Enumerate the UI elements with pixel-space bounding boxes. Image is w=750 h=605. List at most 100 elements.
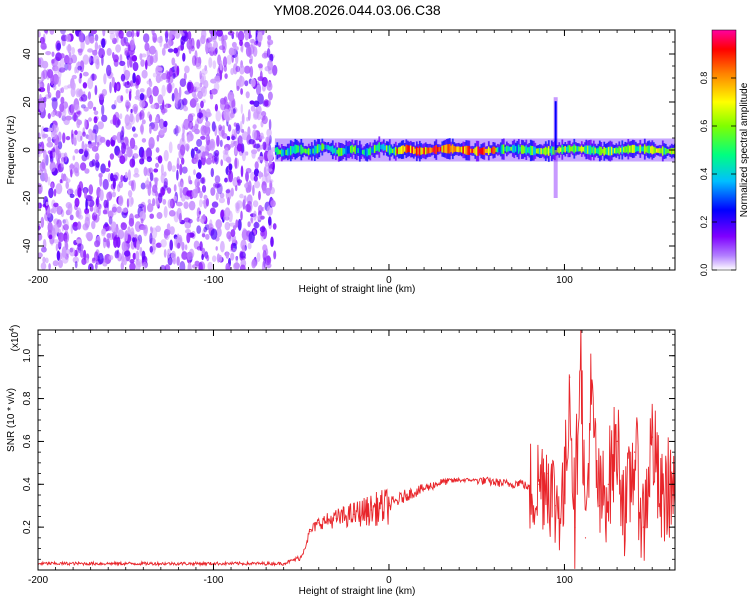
spectrogram-noise-cell [64,176,68,182]
spectrogram-noise-cell [240,88,244,95]
spectrogram-noise-cell [231,135,236,141]
signal-band-core [525,145,528,155]
spectrogram-noise-cell [42,239,47,250]
spectrogram-noise-cell [163,206,168,218]
signal-band-core [589,145,592,155]
spectrogram-noise-cell [38,87,46,93]
snr-x-label: Height of straight line (km) [299,586,416,597]
spectrogram-noise-cell [219,192,225,199]
spectrogram-noise-cell [240,120,243,133]
signal-band-core [567,145,570,153]
spectrogram-noise-cell [253,100,260,108]
spectrogram-noise-cell [272,223,277,230]
spectrogram-noise-cell [82,131,86,137]
signal-band-core [345,146,348,155]
spectrogram-noise-cell [166,223,171,231]
spectrogram-noise-cell [171,57,176,66]
spectrogram-noise-cell [186,190,193,197]
signal-band-core [486,148,489,153]
spectrogram-noise-cell [94,251,99,261]
signal-band-core [603,146,606,156]
spectrogram-noise-cell [104,255,107,261]
signal-band-core [396,148,399,154]
snr-y-scale: (x104) [9,325,21,352]
spectrogram-noise-cell [234,147,237,155]
signal-band-core [408,145,411,153]
spectrogram-noise-cell [183,118,190,130]
spectrogram-noise-cell [183,106,189,112]
spectrogram-noise-cell [233,122,237,127]
spectrogram-noise-cell [152,72,157,78]
spectrogram-noise-cell [248,139,255,145]
spectrogram-noise-cell [102,209,108,215]
spectrogram-noise-cell [113,59,119,67]
spectrogram-noise-cell [205,157,213,165]
spectrogram-noise-cell [181,98,188,106]
signal-band-core [288,147,291,155]
spectrogram-noise-cell [244,65,251,74]
spectrogram-noise-cell [115,81,121,92]
signal-band-core [535,148,538,154]
spectrogram-noise-cell [244,183,248,189]
spectrogram-noise-cell [190,148,195,159]
signal-band-core [298,146,301,153]
signal-band-core [456,146,459,152]
spectrogram-noise-cell [85,222,88,229]
spectrogram-noise-cell [219,60,223,72]
spectrogram-noise-cell [216,30,223,37]
spectrogram-noise-cell [186,134,191,143]
signal-band-core [451,144,454,154]
spectrogram-noise-cell [101,228,106,235]
spectrogram-noise-cell [245,171,249,182]
signal-band-core [619,147,622,153]
spectrogram-noise-cell [65,181,69,189]
signal-band-core [277,148,280,155]
spectrogram-noise-cell [38,132,41,138]
spectrogram-noise-cell [262,141,267,151]
spectrogram-noise-cell [227,124,232,132]
spectrogram-noise-cell [266,81,273,91]
spectrogram-noise-cell [266,255,271,264]
spectrogram-noise-cell [98,93,105,101]
signal-band-core [610,146,613,156]
spectrogram-noise-cell [254,180,261,189]
spectrogram-noise-cell [82,71,89,77]
spectrogram-noise-cell [257,204,263,214]
spectrogram-noise-cell [74,104,80,113]
spectrogram-noise-cell [184,167,188,172]
signal-band-core [523,146,526,154]
spectrogram-noise-cell [169,239,173,251]
spectrogram-noise-cell [205,198,209,207]
spectrogram-noise-cell [198,262,203,270]
signal-band-core [480,148,483,155]
spectrogram-noise-cell [152,32,158,44]
spectrogram-noise-cell [56,42,61,51]
signal-band-core [622,147,625,153]
spectrogram-noise-cell [267,41,271,48]
spectrogram-noise-cell [88,184,94,195]
snr-data-point [441,481,443,483]
spectrogram-noise-cell [74,148,79,154]
signal-band-core [457,146,460,153]
signal-band-core [358,146,361,156]
spectrogram-noise-cell [94,159,100,172]
spectrogram-noise-cell [178,212,182,223]
signal-band-core [597,147,600,155]
spectrogram-noise-cell [83,249,87,261]
spectrogram-noise-cell [270,200,276,208]
spectrogram-noise-cell [223,65,227,72]
spectrogram-noise-cell [88,263,94,270]
spectrogram-noise-cell [133,106,138,115]
signal-band-core [336,149,339,154]
spectrogram-noise-cell [211,121,216,132]
spectrogram-noise-cell [193,93,197,100]
signal-band-core [438,147,441,152]
spectrogram-noise-cell [213,49,218,56]
spectrogram-noise-cell [145,184,150,190]
spectrogram-noise-cell [259,226,266,233]
spectrogram-noise-cell [87,91,91,100]
spectrogram-noise-cell [53,188,57,197]
spectrogram-noise-cell [216,227,222,238]
signal-band-core [286,148,289,156]
signal-band-core [300,144,303,155]
